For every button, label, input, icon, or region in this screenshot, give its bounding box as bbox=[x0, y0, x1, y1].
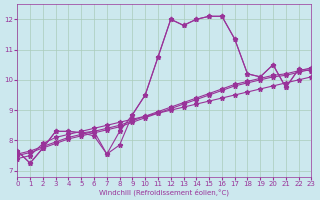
X-axis label: Windchill (Refroidissement éolien,°C): Windchill (Refroidissement éolien,°C) bbox=[100, 188, 229, 196]
